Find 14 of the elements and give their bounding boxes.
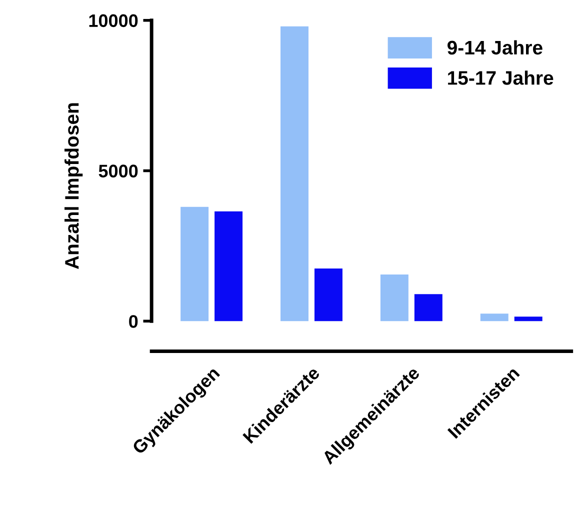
y-tick-label: 5000 bbox=[98, 164, 138, 178]
bar bbox=[280, 26, 308, 322]
bar bbox=[414, 294, 442, 322]
y-tick-label: 0 bbox=[129, 315, 138, 328]
y-tick-label: 10000 bbox=[89, 14, 138, 28]
bar bbox=[380, 274, 408, 322]
bar bbox=[314, 268, 342, 322]
bar bbox=[180, 206, 209, 322]
bar bbox=[214, 211, 243, 322]
y-axis-title: Anzahl Impfdosen bbox=[64, 103, 83, 270]
legend-label: 15-17 Jahre bbox=[448, 70, 554, 85]
legend-label: 9-14 Jahre bbox=[448, 40, 542, 55]
bar bbox=[514, 316, 542, 322]
bar bbox=[480, 314, 508, 322]
